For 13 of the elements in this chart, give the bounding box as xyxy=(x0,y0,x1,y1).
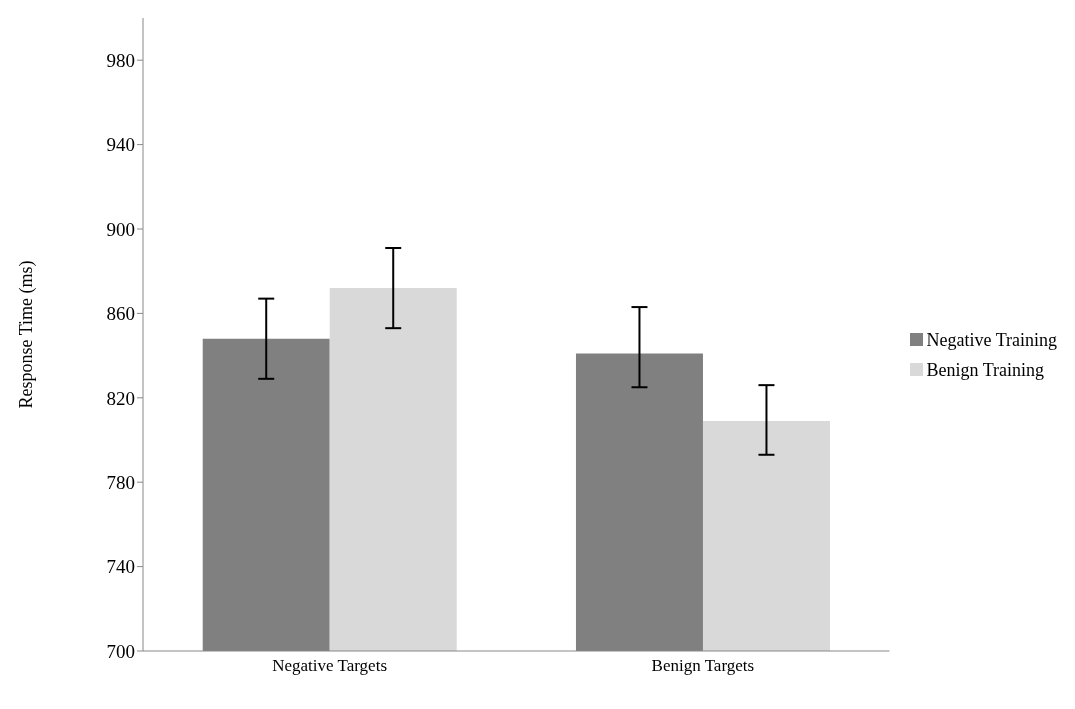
y-tick-label: 820 xyxy=(106,387,135,409)
y-axis-title: Response Time (ms) xyxy=(16,260,38,409)
legend-label: Benign Training xyxy=(926,358,1045,382)
y-tick-label: 980 xyxy=(106,49,135,71)
x-tick-label: Negative Targets xyxy=(272,656,388,676)
y-tick-label: 900 xyxy=(106,218,135,240)
legend-label: Negative Training xyxy=(926,328,1057,352)
y-tick-label: 780 xyxy=(106,471,135,493)
y-tick-label: 700 xyxy=(106,640,135,662)
y-tick-label: 860 xyxy=(106,303,135,325)
y-tick-label: 940 xyxy=(106,134,135,156)
y-tick-label: 740 xyxy=(106,556,135,578)
x-tick-label: Benign Targets xyxy=(651,656,755,676)
